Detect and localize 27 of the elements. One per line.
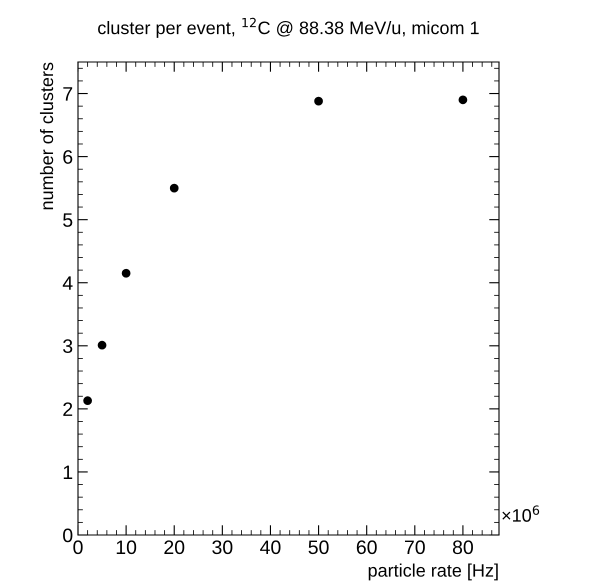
chart-title: cluster per event, $^{12}$C @ 88.38 MeV/u, micom 1 <box>98 18 479 38</box>
x-axis-title: particle rate [Hz] <box>368 564 498 580</box>
y-tick-label: 7 <box>63 87 72 101</box>
x-tick-label: 50 <box>308 540 329 554</box>
x-tick-label: 10 <box>116 540 136 554</box>
x-tick-label: 70 <box>404 540 425 554</box>
y-tick-label: 2 <box>63 402 72 416</box>
y-axis-title: number of clusters <box>40 62 54 210</box>
point <box>458 95 468 104</box>
point <box>122 268 130 278</box>
y-tick-label: 0 <box>63 528 72 542</box>
y-tick-label: 1 <box>64 466 72 479</box>
point <box>314 96 323 106</box>
x-tick-label: 0 <box>73 540 83 554</box>
y-tick-label: 6 <box>63 150 72 164</box>
point <box>170 184 179 193</box>
x-tick-label: 60 <box>356 540 377 554</box>
x-tick-label: 80 <box>452 540 473 554</box>
point <box>83 396 92 406</box>
y-tick-label: 3 <box>63 339 72 354</box>
x-tick-label: 20 <box>164 540 184 554</box>
y-tick-label: 5 <box>63 213 72 227</box>
point <box>98 340 106 350</box>
x-tick-label: 30 <box>212 540 232 554</box>
text: ×10$^{6}$ <box>502 505 540 522</box>
y-tick-label: 4 <box>62 276 73 290</box>
x-tick-label: 40 <box>260 540 281 554</box>
